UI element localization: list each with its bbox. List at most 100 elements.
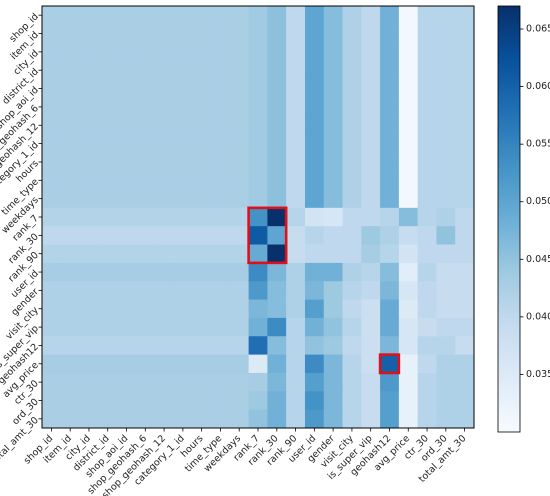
heatmap-cell (154, 42, 174, 62)
heatmap-cell (229, 391, 250, 411)
colorbar-tick-label: 0.040 (526, 311, 550, 322)
heatmap-cell (304, 189, 325, 209)
heatmap-cell (398, 299, 419, 319)
heatmap-cell (60, 189, 80, 209)
heatmap-cell (42, 299, 62, 319)
heatmap-cell (135, 226, 156, 245)
heatmap-cell (304, 317, 325, 337)
heatmap-cell (192, 61, 212, 80)
heatmap-cell (79, 189, 99, 209)
heatmap-cell (380, 6, 400, 25)
heatmap-cell (380, 61, 400, 80)
heatmap-cell (417, 171, 437, 190)
heatmap-cell (323, 207, 343, 227)
heatmap-cell (60, 354, 80, 374)
heatmap-cell (135, 152, 156, 172)
heatmap-cell (342, 336, 362, 356)
heatmap-cell (361, 262, 381, 282)
heatmap-cell (398, 171, 419, 190)
heatmap-cell (436, 134, 456, 154)
heatmap-cell (42, 409, 62, 429)
heatmap-cell (79, 42, 99, 62)
heatmap-cell (248, 391, 268, 411)
heatmap-cell (229, 79, 250, 99)
heatmap-cell (192, 97, 212, 117)
heatmap-cell (398, 336, 419, 356)
heatmap-cell (117, 372, 137, 392)
heatmap-cell (398, 354, 419, 374)
heatmap-cell (42, 207, 62, 227)
heatmap-cell (211, 317, 231, 337)
heatmap-cell (248, 42, 268, 62)
heatmap-cell (60, 281, 80, 300)
x-axis-ticks: shop_iditem_idcity_iddistrict_idshop_aoi… (22, 428, 468, 496)
heatmap-cell (361, 336, 381, 356)
heatmap-cell (342, 317, 362, 337)
heatmap-cell (398, 6, 419, 25)
heatmap-cell (79, 116, 99, 135)
heatmap-cell (304, 42, 325, 62)
heatmap-cell (98, 391, 118, 411)
heatmap-cell (286, 24, 306, 44)
heatmap-cell (117, 6, 137, 25)
heatmap-cell (98, 207, 118, 227)
heatmap-cell (417, 189, 437, 209)
heatmap-cell (42, 354, 62, 374)
heatmap-cell (192, 336, 212, 356)
heatmap-cell (98, 281, 118, 300)
heatmap-cell (436, 189, 456, 209)
heatmap-cell (304, 391, 325, 411)
heatmap-cell (154, 171, 174, 190)
heatmap-cell (323, 61, 343, 80)
heatmap-cell (192, 244, 212, 264)
heatmap-cell (98, 189, 118, 209)
heatmap-cell (211, 79, 231, 99)
heatmap-cell (60, 317, 80, 337)
heatmap-cell (436, 61, 456, 80)
heatmap-cell (417, 134, 437, 154)
heatmap-cell (98, 372, 118, 392)
heatmap-cell (380, 42, 400, 62)
heatmap-cell (455, 134, 475, 154)
heatmap-cell (436, 207, 456, 227)
heatmap-cell (154, 24, 174, 44)
heatmap-cell (211, 207, 231, 227)
heatmap-cell (398, 409, 419, 429)
heatmap-cell (361, 281, 381, 300)
heatmap-cell (323, 409, 343, 429)
heatmap-cell (342, 262, 362, 282)
heatmap-cell (455, 116, 475, 135)
heatmap-cell (192, 317, 212, 337)
heatmap-cell (60, 79, 80, 99)
heatmap-cell (248, 281, 268, 300)
heatmap-cell (79, 409, 99, 429)
heatmap-cell (135, 42, 156, 62)
heatmap-cell (98, 336, 118, 356)
heatmap-cell (173, 116, 193, 135)
heatmap-cell (417, 116, 437, 135)
heatmap-cell (192, 226, 212, 245)
heatmap-cell (267, 79, 287, 99)
heatmap-cell (398, 79, 419, 99)
heatmap-cell (79, 299, 99, 319)
heatmap-cell (342, 6, 362, 25)
heatmap-cell (304, 207, 325, 227)
heatmap-cell (248, 79, 268, 99)
heatmap-cell (323, 281, 343, 300)
heatmap-cell (192, 24, 212, 44)
heatmap-cell (248, 97, 268, 117)
colorbar-tick-label: 0.035 (526, 369, 550, 380)
heatmap-cell (98, 244, 118, 264)
heatmap-cell (323, 79, 343, 99)
heatmap-cell (248, 116, 268, 135)
heatmap-cell (286, 134, 306, 154)
heatmap-cell (286, 226, 306, 245)
heatmap-cell (98, 317, 118, 337)
heatmap-cell (135, 244, 156, 264)
heatmap-cell (267, 189, 287, 209)
heatmap-cell (361, 42, 381, 62)
heatmap-cell (173, 61, 193, 80)
heatmap-cell (398, 281, 419, 300)
heatmap-cell (380, 391, 400, 411)
heatmap-cell (154, 152, 174, 172)
